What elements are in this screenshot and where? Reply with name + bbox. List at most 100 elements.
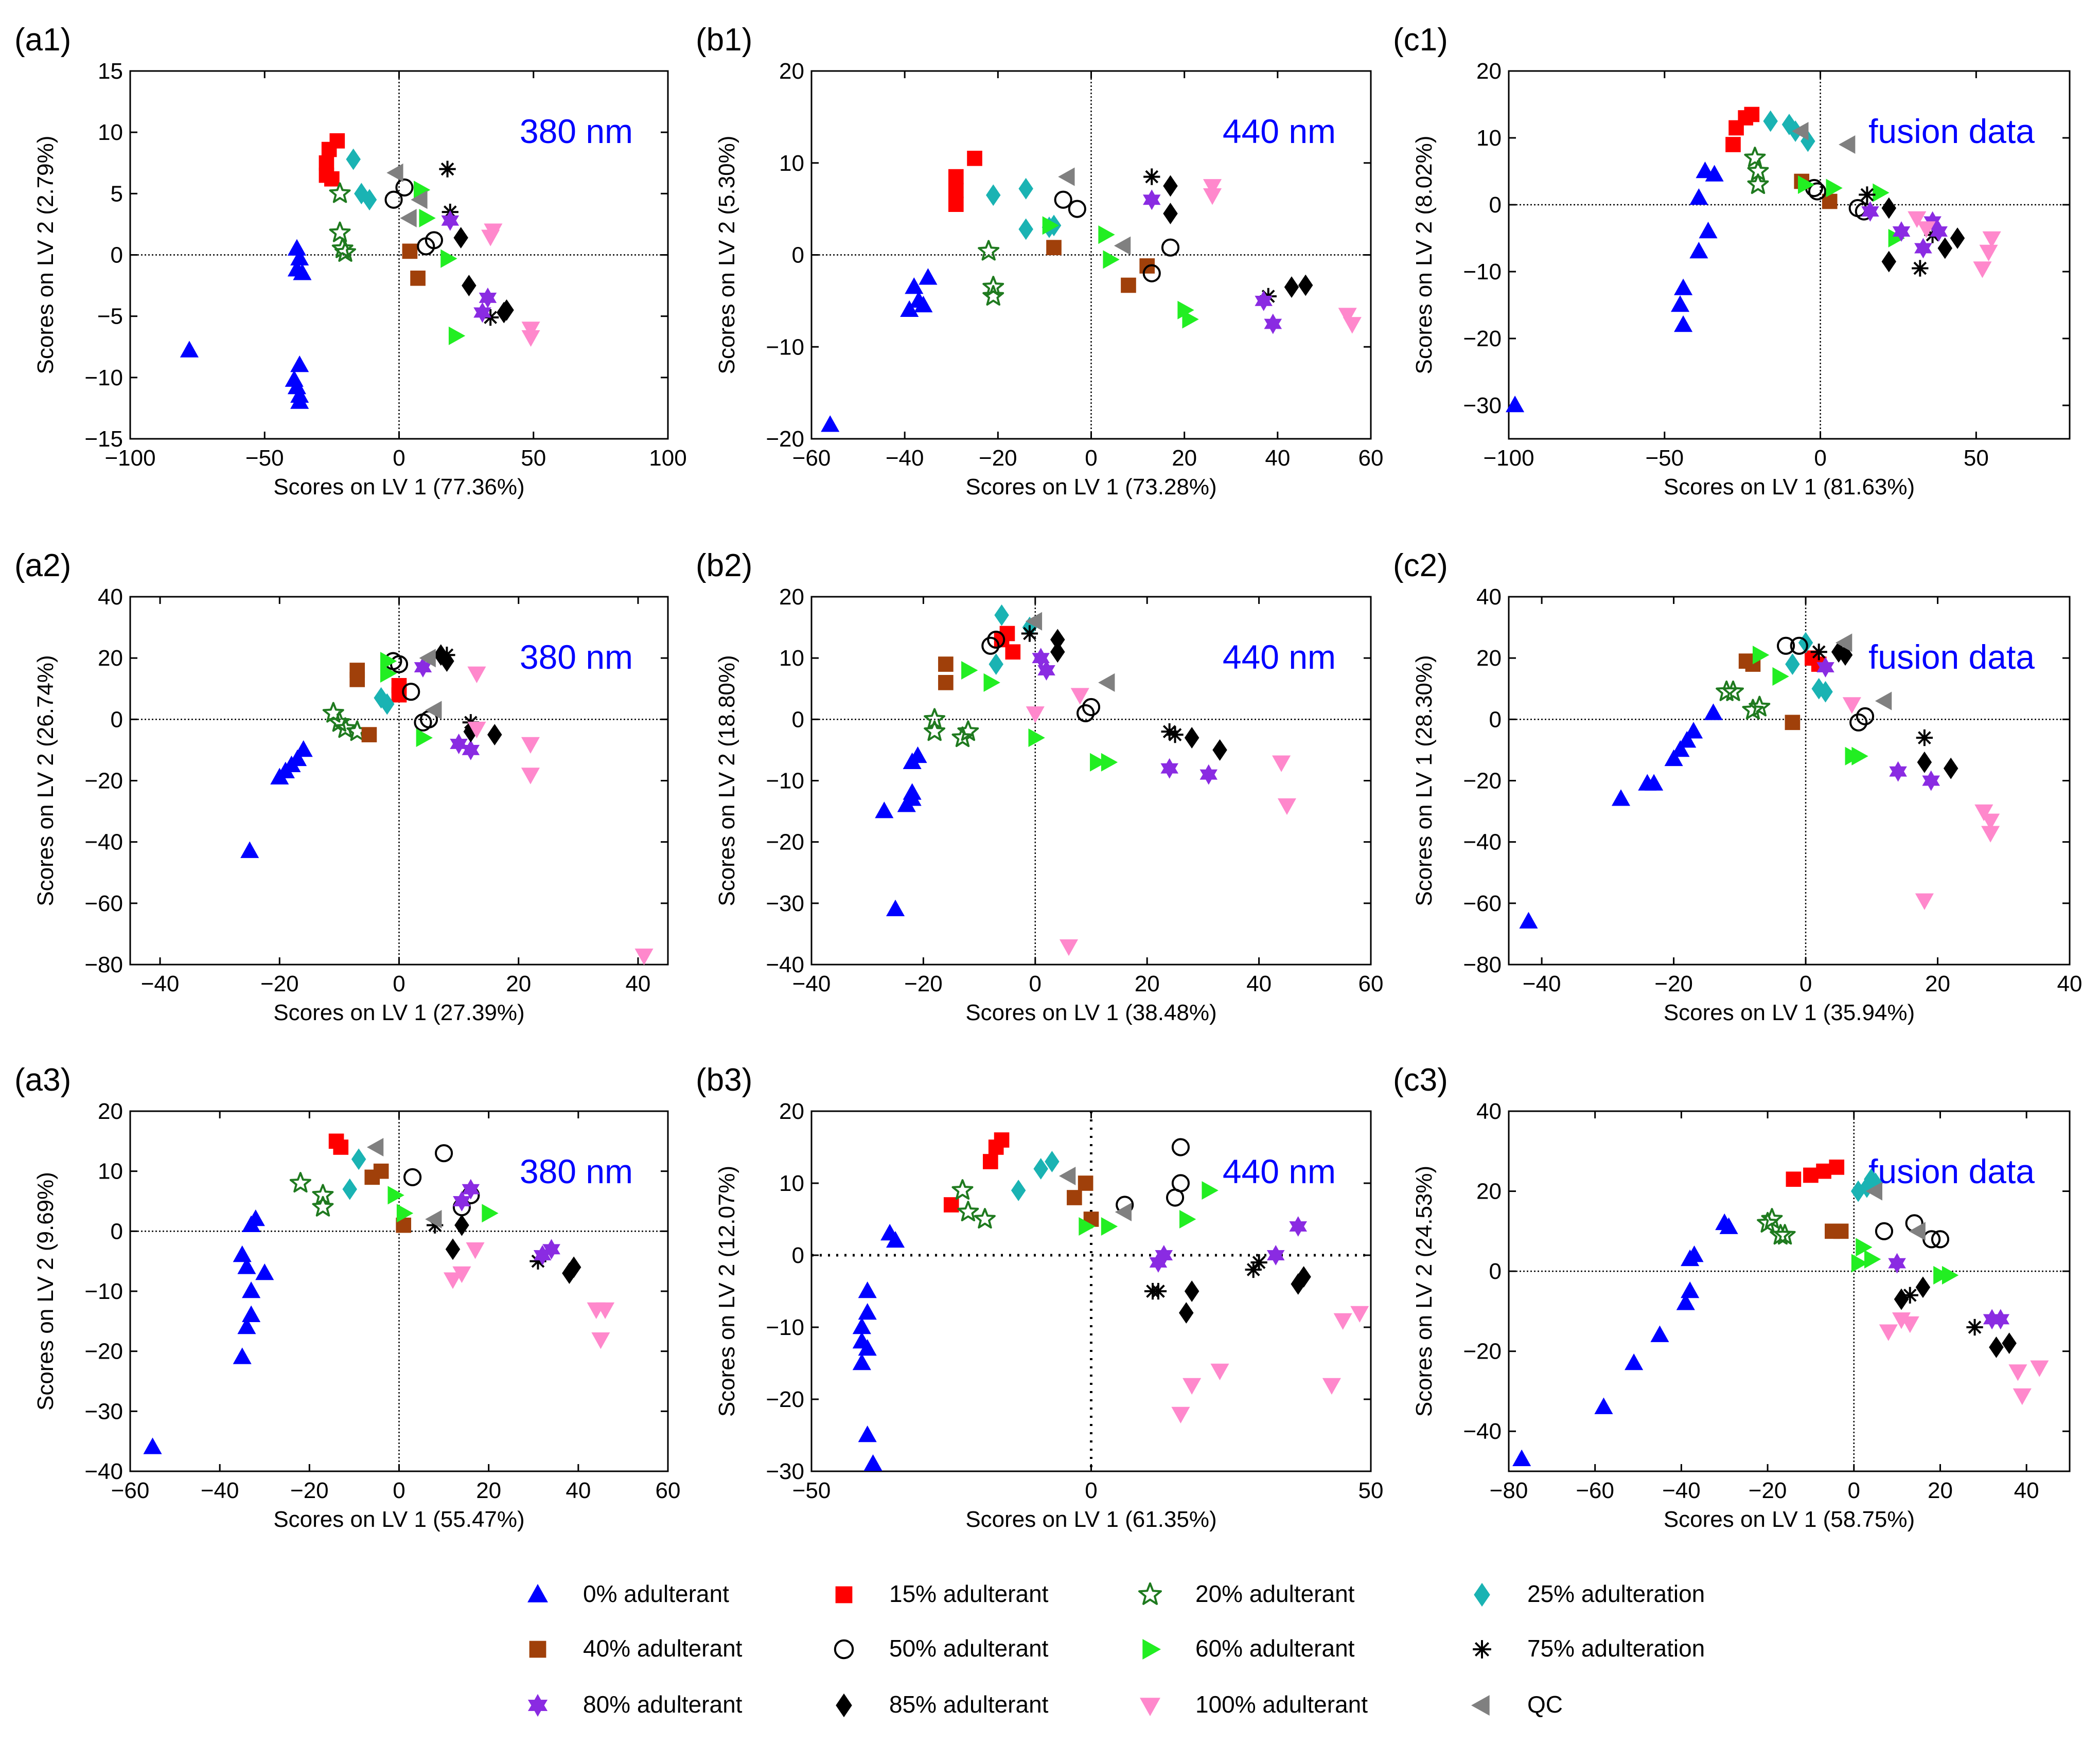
plot-area	[810, 596, 1372, 966]
data-point-p100	[1982, 231, 2001, 248]
x-tick-label: −40	[886, 446, 924, 471]
data-point-p0	[255, 1263, 274, 1280]
y-tick-label: 0	[1489, 192, 1502, 218]
data-point-p60	[1888, 228, 1905, 248]
x-tick-label: 20	[1135, 971, 1160, 996]
y-tick-label: 20	[1476, 646, 1502, 671]
data-point-p20	[982, 285, 1004, 306]
legend-marker-p75	[1473, 1640, 1491, 1659]
data-points	[1506, 106, 2001, 413]
data-point-p50	[425, 231, 444, 250]
wavelength-annotation: 440 nm	[1223, 638, 1336, 676]
data-points	[852, 1132, 1369, 1471]
data-point-p50	[403, 1168, 422, 1186]
data-point-p15	[1829, 1160, 1845, 1175]
x-tick-label: −50	[245, 446, 284, 471]
y-tick-label: −30	[766, 891, 804, 916]
data-point-p85	[487, 724, 502, 746]
data-point-p80	[1032, 648, 1050, 669]
legend-label: QC	[1527, 1691, 1563, 1718]
data-point-p20	[924, 720, 946, 741]
plot-area	[1508, 596, 2071, 966]
legend: 0% adulterant 15% adulterant 20% adulteran…	[527, 1580, 1705, 1718]
y-tick-label: 0	[111, 1219, 123, 1244]
data-point-p0	[905, 277, 924, 294]
data-point-p25	[994, 604, 1009, 626]
y-axis-label: Scores on LV 2 (12.07%)	[714, 1166, 739, 1417]
data-point-p0	[852, 1317, 871, 1334]
data-point-p60	[961, 661, 978, 680]
data-point-p100	[521, 330, 540, 347]
data-point-p20	[951, 1179, 974, 1200]
data-point-p0	[1674, 278, 1693, 295]
legend-marker-p50	[834, 1639, 854, 1660]
data-point-p40	[1046, 240, 1062, 256]
x-axis-label: Scores on LV 1 (61.35%)	[965, 1507, 1216, 1532]
panel-a2: (a2) −40 −20 0 20 40 −80 −60 −40 −20 0 20 40 Scores o…	[14, 548, 669, 1025]
data-point-p80	[1143, 189, 1161, 210]
x-tick-label: 50	[521, 446, 546, 471]
legend-item-p85: 85% adulterant	[836, 1691, 1049, 1718]
legend-label: 85% adulterant	[889, 1691, 1049, 1718]
y-tick-label: 20	[779, 59, 804, 84]
legend-label: 0% adulterant	[583, 1580, 729, 1607]
data-point-p50	[1082, 698, 1101, 717]
data-point-p100	[443, 1272, 463, 1289]
data-point-p25	[1018, 177, 1033, 200]
data-point-p0	[1705, 165, 1724, 182]
data-point-p0	[886, 899, 905, 917]
y-tick-label: 40	[1476, 1099, 1502, 1124]
data-point-p0	[863, 1454, 883, 1471]
data-point-p0	[237, 1317, 256, 1334]
data-point-p100	[521, 737, 540, 754]
legend-item-qc: QC	[1471, 1691, 1563, 1718]
data-point-p80	[1149, 1252, 1168, 1273]
data-point-qc	[1114, 236, 1131, 255]
y-tick-label: −10	[766, 334, 804, 360]
data-point-p85	[1050, 629, 1065, 651]
data-point-p80	[1991, 1309, 2010, 1330]
data-point-p100	[1842, 697, 1861, 714]
data-point-p0	[143, 1437, 162, 1454]
data-point-p40	[373, 1163, 389, 1179]
y-tick-label: 0	[111, 243, 123, 268]
x-tick-label: 40	[2057, 971, 2083, 996]
panel-b2: (b2) −40 −20 0 20 40 60 −40 −30 −20 −10 0 10 20 Scores…	[696, 548, 1383, 1025]
data-point-p0	[287, 239, 306, 256]
data-point-qc	[1836, 633, 1852, 652]
legend-marker-p60	[1142, 1639, 1161, 1660]
data-point-p75	[1021, 625, 1038, 642]
x-tick-label: 100	[649, 446, 686, 471]
data-point-p0	[858, 1426, 877, 1442]
data-point-p85	[1917, 751, 1932, 773]
data-point-p40	[1078, 1175, 1093, 1191]
data-point-p40	[410, 270, 426, 286]
data-point-p50	[1142, 264, 1161, 282]
data-point-qc	[400, 208, 417, 228]
y-tick-label: −40	[84, 830, 123, 855]
data-point-p20	[957, 720, 979, 741]
legend-marker-p100	[1140, 1698, 1160, 1716]
data-points	[1519, 632, 2000, 929]
data-point-p80	[1264, 313, 1282, 334]
data-point-p85	[1989, 1336, 2004, 1358]
y-tick-label: −15	[84, 426, 123, 452]
legend-label: 80% adulterant	[583, 1691, 743, 1718]
data-point-qc	[419, 649, 436, 668]
data-point-p60	[1772, 667, 1789, 686]
data-point-p100	[1979, 244, 1998, 261]
legend-item-p25: 25% adulteration	[1474, 1580, 1705, 1607]
y-tick-label: −20	[766, 426, 804, 452]
data-point-p50	[1171, 1138, 1190, 1156]
data-point-p80	[1160, 758, 1178, 779]
data-point-p0	[1512, 1449, 1531, 1466]
data-point-p40	[1785, 715, 1801, 731]
data-point-p60	[1797, 175, 1815, 194]
y-axis-label: Scores on LV 2 (18.80%)	[714, 655, 739, 906]
data-point-p0	[1650, 1325, 1669, 1342]
data-point-p0	[1625, 1353, 1644, 1370]
data-point-p60	[380, 664, 397, 683]
data-point-p0	[246, 1209, 265, 1226]
data-point-p20	[331, 237, 354, 258]
y-tick-label: −40	[766, 952, 804, 977]
